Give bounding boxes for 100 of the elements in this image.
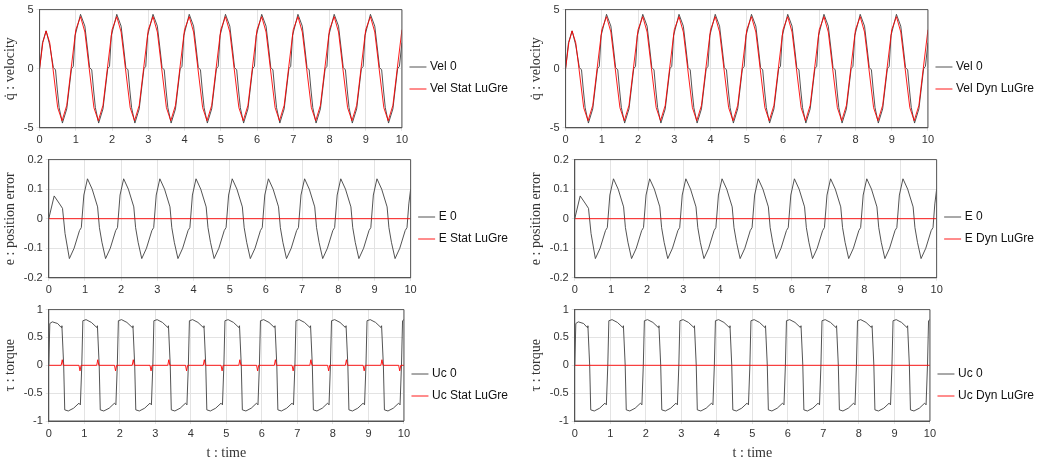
legend-label: Uc Dyn LuGre bbox=[957, 388, 1035, 403]
x-tick-label: 1 bbox=[72, 133, 79, 146]
y-tick-label: 1 bbox=[36, 302, 43, 315]
y-tick-label: 0 bbox=[562, 211, 569, 224]
x-tick-label: 9 bbox=[365, 426, 372, 439]
legend-label: E 0 bbox=[964, 209, 983, 224]
x-tick-label: 3 bbox=[680, 283, 687, 296]
y-tick-label: 0.5 bbox=[27, 330, 43, 343]
x-tick-label: 4 bbox=[190, 283, 197, 296]
x-tick-label: 9 bbox=[888, 133, 895, 146]
x-tick-label: 5 bbox=[752, 283, 759, 296]
x-tick-label: 8 bbox=[855, 426, 862, 439]
x-tick-label: 7 bbox=[294, 426, 301, 439]
x-tick-label: 5 bbox=[743, 133, 750, 146]
x-tick-label: 10 bbox=[397, 426, 411, 439]
y-axis-title: e : position error bbox=[528, 171, 544, 266]
x-tick-label: 10 bbox=[921, 133, 935, 146]
x-tick-label: 0 bbox=[45, 426, 52, 439]
legend-label: E Stat LuGre bbox=[438, 231, 509, 246]
x-tick-label: 3 bbox=[678, 426, 685, 439]
x-tick-label: 10 bbox=[930, 283, 943, 296]
y-tick-label: -1 bbox=[32, 414, 43, 427]
x-tick-label: 6 bbox=[258, 426, 265, 439]
x-tick-label: 0 bbox=[571, 426, 578, 439]
y-tick-label: 0.2 bbox=[553, 152, 569, 165]
y-tick-label: -5 bbox=[23, 120, 34, 133]
x-tick-label: 7 bbox=[825, 283, 832, 296]
x-tick-label: 4 bbox=[187, 426, 194, 439]
x-tick-label: 1 bbox=[598, 133, 605, 146]
x-tick-label: 8 bbox=[329, 426, 336, 439]
x-tick-label: 6 bbox=[784, 426, 791, 439]
x-axis-title: t : time bbox=[732, 445, 773, 461]
x-tick-label: 9 bbox=[362, 133, 369, 146]
x-tick-label: 4 bbox=[707, 133, 714, 146]
x-tick-label: 9 bbox=[371, 283, 378, 296]
legend-label: Uc 0 bbox=[431, 366, 457, 381]
y-tick-label: -0.2 bbox=[549, 270, 569, 283]
legend-label: Uc 0 bbox=[957, 366, 983, 381]
y-tick-label: -1 bbox=[558, 414, 569, 427]
x-tick-label: 4 bbox=[713, 426, 720, 439]
x-tick-label: 3 bbox=[152, 426, 159, 439]
x-tick-label: 5 bbox=[217, 133, 224, 146]
y-tick-label: 5 bbox=[27, 2, 34, 15]
y-axis-title: q̇ : velocity bbox=[528, 37, 544, 101]
x-tick-label: 1 bbox=[81, 283, 88, 296]
y-tick-label: 0 bbox=[553, 61, 560, 74]
x-tick-label: 6 bbox=[788, 283, 795, 296]
x-tick-label: 1 bbox=[607, 283, 615, 296]
x-tick-label: 10 bbox=[395, 133, 409, 146]
y-tick-label: 0.1 bbox=[553, 182, 569, 195]
x-tick-label: 5 bbox=[223, 426, 230, 439]
x-tick-label: 7 bbox=[290, 133, 297, 146]
y-tick-label: 1 bbox=[562, 302, 569, 315]
x-tick-label: 1 bbox=[81, 426, 88, 439]
x-tick-label: 2 bbox=[118, 283, 125, 296]
x-tick-label: 2 bbox=[634, 133, 642, 146]
y-tick-label: -5 bbox=[549, 120, 560, 133]
y-tick-label: 0 bbox=[36, 358, 43, 371]
legend-label: E Dyn LuGre bbox=[964, 231, 1035, 246]
x-tick-label: 0 bbox=[45, 283, 52, 296]
legend-label: E 0 bbox=[438, 209, 457, 224]
x-tick-label: 10 bbox=[404, 283, 417, 296]
y-tick-label: -0.1 bbox=[23, 241, 43, 254]
y-axis-title: e : position error bbox=[2, 171, 18, 266]
x-tick-label: 7 bbox=[299, 283, 306, 296]
x-tick-label: 4 bbox=[181, 133, 188, 146]
legend-label: Uc Stat LuGre bbox=[431, 388, 509, 403]
x-tick-label: 6 bbox=[779, 133, 787, 146]
x-tick-label: 6 bbox=[253, 133, 261, 146]
y-tick-label: 0.5 bbox=[553, 330, 569, 343]
y-axis-title: τ : torque bbox=[2, 339, 18, 392]
y-tick-label: -0.2 bbox=[23, 270, 43, 283]
legend-label: Vel 0 bbox=[955, 59, 983, 74]
y-tick-label: 0 bbox=[36, 211, 43, 224]
y-axis-title: q̇ : velocity bbox=[2, 37, 18, 101]
x-tick-label: 2 bbox=[644, 283, 651, 296]
y-tick-label: 0 bbox=[27, 61, 34, 74]
y-tick-label: -0.5 bbox=[549, 386, 569, 399]
y-tick-label: 0.2 bbox=[27, 152, 43, 165]
x-tick-label: 2 bbox=[642, 426, 649, 439]
y-tick-label: 5 bbox=[553, 2, 560, 15]
x-tick-label: 3 bbox=[154, 283, 161, 296]
x-tick-label: 7 bbox=[820, 426, 827, 439]
legend-label: Vel Dyn LuGre bbox=[955, 81, 1035, 96]
x-tick-label: 9 bbox=[891, 426, 898, 439]
x-tick-label: 8 bbox=[861, 283, 868, 296]
x-tick-label: 8 bbox=[326, 133, 333, 146]
x-tick-label: 3 bbox=[145, 133, 152, 146]
x-tick-label: 7 bbox=[816, 133, 823, 146]
y-tick-label: -0.1 bbox=[549, 241, 569, 254]
y-tick-label: 0 bbox=[562, 358, 569, 371]
x-tick-label: 10 bbox=[923, 426, 937, 439]
x-tick-label: 4 bbox=[716, 283, 723, 296]
x-tick-label: 3 bbox=[671, 133, 678, 146]
x-tick-label: 5 bbox=[749, 426, 756, 439]
x-tick-label: 8 bbox=[335, 283, 342, 296]
x-tick-label: 5 bbox=[226, 283, 233, 296]
x-tick-label: 1 bbox=[607, 426, 614, 439]
y-tick-label: 0.1 bbox=[27, 182, 43, 195]
legend-label: Vel 0 bbox=[429, 59, 457, 74]
